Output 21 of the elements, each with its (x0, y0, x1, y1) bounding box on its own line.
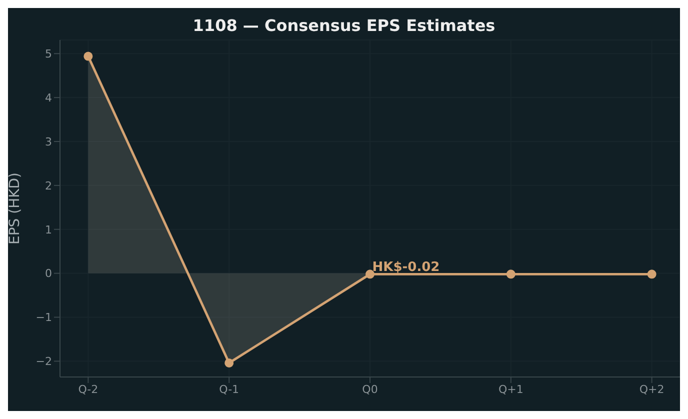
point (224, 358, 234, 368)
x-tick-label: Q-2 (78, 382, 98, 396)
x-tick-label: Q0 (362, 382, 378, 396)
chart-title: 1108 — Consensus EPS Estimates (192, 16, 496, 35)
y-tick-label: 5 (45, 48, 52, 61)
point (647, 270, 656, 279)
y-axis-title: EPS (HKD) (6, 172, 23, 245)
y-tick-label: −1 (36, 311, 52, 324)
x-tick-label: Q-1 (219, 382, 240, 396)
y-tick-label: 1 (45, 223, 52, 236)
point (84, 52, 93, 61)
point (366, 270, 374, 279)
annotation: HK$-0.02 (372, 260, 440, 276)
y-tick-label: −2 (36, 355, 52, 368)
x-tick-label: Q+2 (639, 382, 664, 396)
x-tick-label: Q+1 (498, 382, 524, 396)
y-tick-label: 0 (45, 267, 52, 280)
y-tick-label: 4 (45, 91, 52, 104)
point (506, 270, 516, 279)
y-tick-label: 2 (45, 179, 52, 192)
y-tick-label: 3 (45, 135, 52, 148)
